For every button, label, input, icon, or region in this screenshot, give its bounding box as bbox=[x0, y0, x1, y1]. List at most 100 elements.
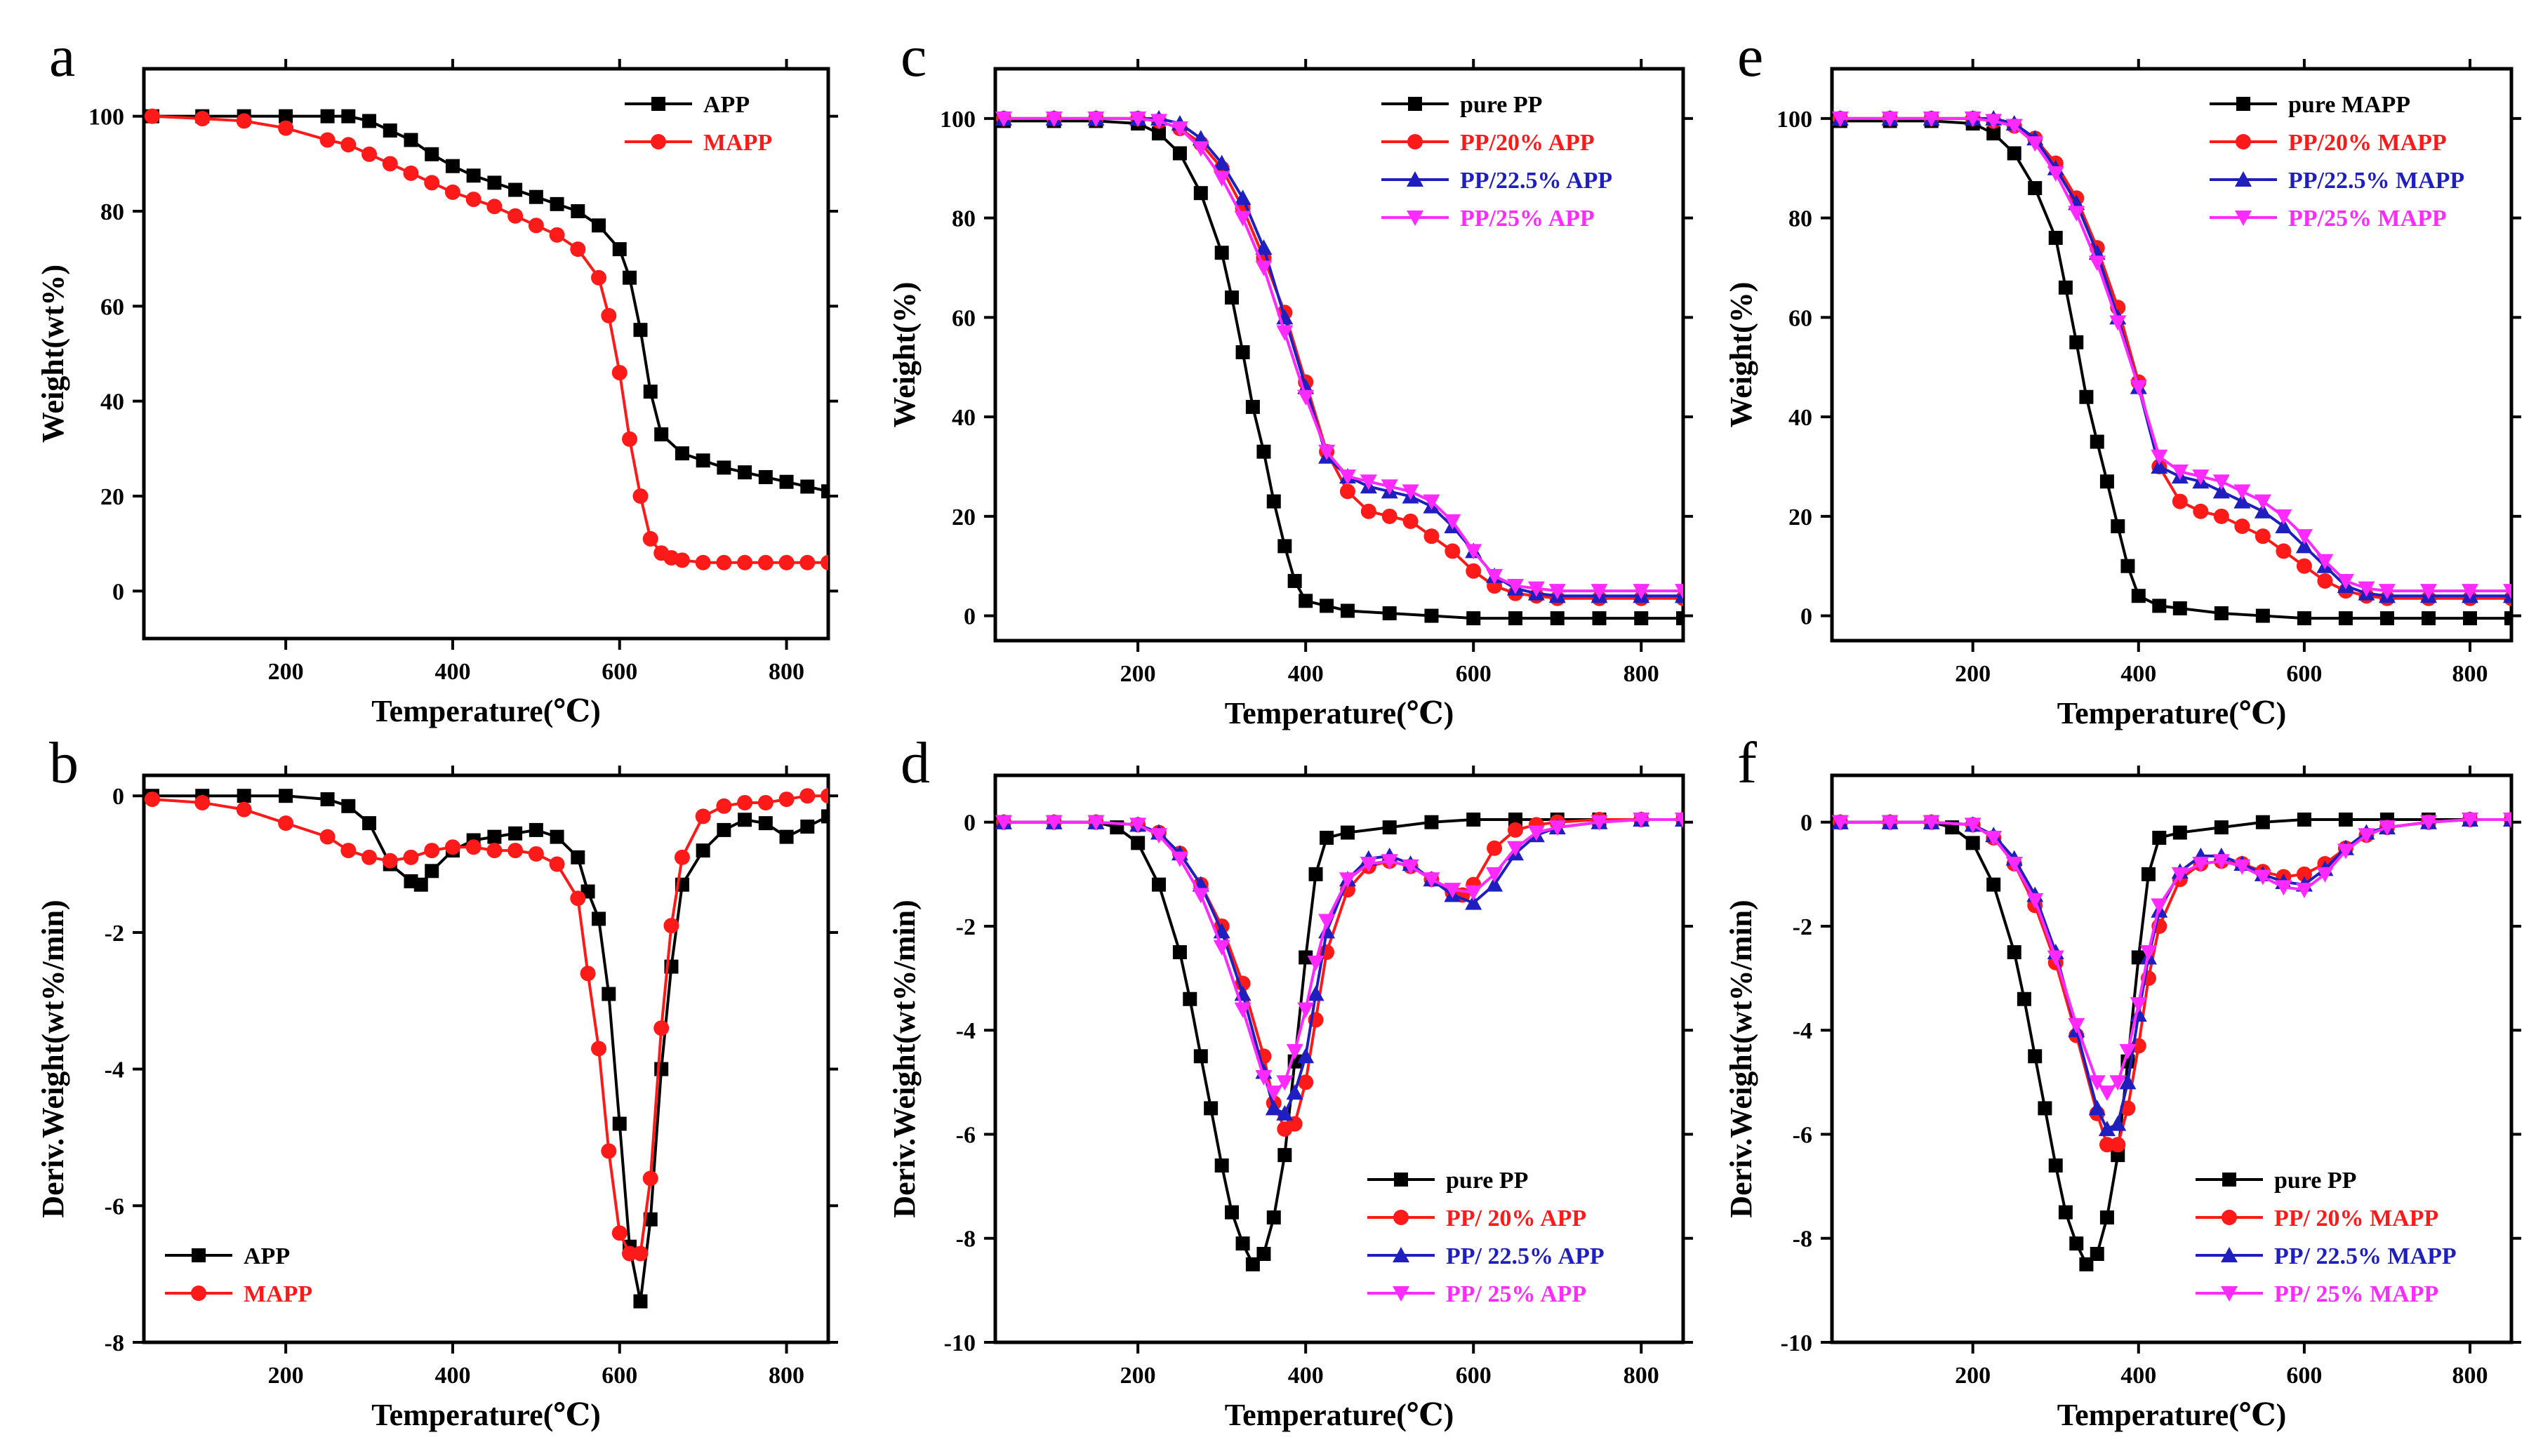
data-point bbox=[507, 843, 524, 859]
data-point bbox=[2151, 449, 2168, 465]
data-point bbox=[2213, 508, 2229, 524]
data-point bbox=[800, 820, 815, 834]
data-point bbox=[1832, 111, 1849, 127]
data-point bbox=[2338, 611, 2353, 626]
data-point bbox=[2254, 502, 2271, 519]
x-tick-label: 400 bbox=[1288, 661, 1324, 687]
data-point bbox=[362, 114, 377, 128]
y-tick-label: 80 bbox=[100, 199, 124, 225]
legend-label: pure PP bbox=[1460, 92, 1542, 118]
legend-label: pure MAPP bbox=[2288, 92, 2410, 118]
data-point bbox=[1298, 1074, 1314, 1090]
legend: APP MAPP bbox=[165, 1243, 312, 1307]
data-point bbox=[2421, 611, 2436, 626]
y-tick-label: 100 bbox=[940, 107, 976, 133]
data-point bbox=[2130, 997, 2147, 1013]
legend-marker bbox=[2236, 97, 2250, 111]
data-point bbox=[623, 270, 637, 285]
data-point bbox=[1986, 877, 2001, 892]
data-point bbox=[633, 1294, 648, 1309]
data-point bbox=[674, 552, 690, 568]
data-point bbox=[2358, 828, 2375, 844]
data-point bbox=[2141, 867, 2156, 881]
y-tick-label: -6 bbox=[105, 1194, 124, 1220]
data-point bbox=[2068, 1017, 2085, 1034]
data-point bbox=[1266, 1210, 1281, 1225]
data-point bbox=[1986, 126, 2001, 141]
data-point bbox=[2026, 893, 2044, 909]
data-point bbox=[1424, 608, 1439, 623]
data-point bbox=[1465, 544, 1482, 560]
panel-letter: d bbox=[901, 730, 930, 796]
data-point bbox=[2295, 537, 2313, 554]
series-line-2 bbox=[1840, 818, 2511, 1131]
data-point bbox=[1287, 573, 1302, 588]
data-point bbox=[2111, 1148, 2125, 1163]
data-point bbox=[1881, 111, 1899, 127]
series-line-0 bbox=[1840, 119, 2511, 620]
data-point bbox=[800, 479, 815, 494]
data-point bbox=[2047, 950, 2064, 966]
data-point bbox=[361, 849, 378, 865]
data-point bbox=[2130, 380, 2147, 396]
data-point bbox=[1193, 186, 1208, 201]
y-tick-label: -4 bbox=[956, 1018, 976, 1044]
data-point bbox=[1424, 815, 1439, 829]
data-point bbox=[144, 108, 160, 124]
data-point bbox=[1466, 813, 1481, 827]
series-layer bbox=[995, 109, 1683, 626]
panel-letter: f bbox=[1737, 730, 1757, 796]
data-point bbox=[778, 554, 795, 570]
data-point bbox=[1381, 854, 1398, 870]
data-point bbox=[1286, 1084, 1303, 1100]
data-point bbox=[995, 815, 1012, 831]
y-tick-label: -8 bbox=[1793, 1227, 1812, 1253]
data-point bbox=[1548, 820, 1566, 836]
data-point bbox=[403, 165, 419, 181]
data-point bbox=[550, 829, 564, 844]
data-point bbox=[1256, 1246, 1271, 1261]
data-point bbox=[2068, 206, 2085, 222]
series-layer bbox=[144, 788, 828, 1309]
data-point bbox=[1444, 514, 1461, 530]
legend-marker bbox=[2222, 1210, 2237, 1225]
data-point bbox=[425, 147, 439, 161]
data-point bbox=[1965, 836, 1980, 850]
data-point bbox=[2317, 573, 2333, 589]
legend-marker bbox=[2221, 1286, 2238, 1302]
x-tick-label: 600 bbox=[1456, 661, 1492, 687]
y-tick-label: 0 bbox=[1800, 810, 1812, 836]
data-point bbox=[675, 446, 689, 461]
x-tick-label: 600 bbox=[2286, 1363, 2322, 1389]
data-point bbox=[487, 175, 502, 190]
legend: APP MAPP bbox=[625, 92, 772, 156]
data-point bbox=[341, 109, 356, 123]
data-point bbox=[2026, 136, 2044, 152]
data-point bbox=[1297, 1048, 1315, 1064]
data-point bbox=[1265, 1100, 1282, 1116]
data-point bbox=[2047, 166, 2064, 182]
x-tick-label: 400 bbox=[434, 659, 470, 685]
data-point bbox=[1255, 1069, 1273, 1086]
data-point bbox=[1592, 611, 1607, 626]
y-axis-title: Weight(%) bbox=[887, 282, 922, 428]
data-point bbox=[1486, 867, 1503, 883]
data-point bbox=[654, 1062, 669, 1076]
legend-label: MAPP bbox=[244, 1281, 312, 1307]
data-point bbox=[2088, 1075, 2106, 1091]
x-tick-label: 400 bbox=[2120, 1363, 2156, 1389]
data-point bbox=[580, 966, 596, 982]
data-point bbox=[2038, 1101, 2052, 1116]
data-point bbox=[1225, 290, 1240, 305]
data-point bbox=[1423, 872, 1440, 888]
data-point bbox=[716, 798, 732, 814]
x-axis-title: Temperature(℃) bbox=[1225, 1398, 1454, 1432]
legend-marker bbox=[1408, 97, 1422, 111]
data-point bbox=[508, 826, 523, 841]
data-point bbox=[1131, 836, 1146, 850]
data-point bbox=[144, 792, 160, 808]
data-point bbox=[2275, 518, 2292, 533]
data-point bbox=[1171, 851, 1188, 867]
data-point bbox=[1255, 260, 1273, 276]
data-point bbox=[2378, 820, 2396, 836]
